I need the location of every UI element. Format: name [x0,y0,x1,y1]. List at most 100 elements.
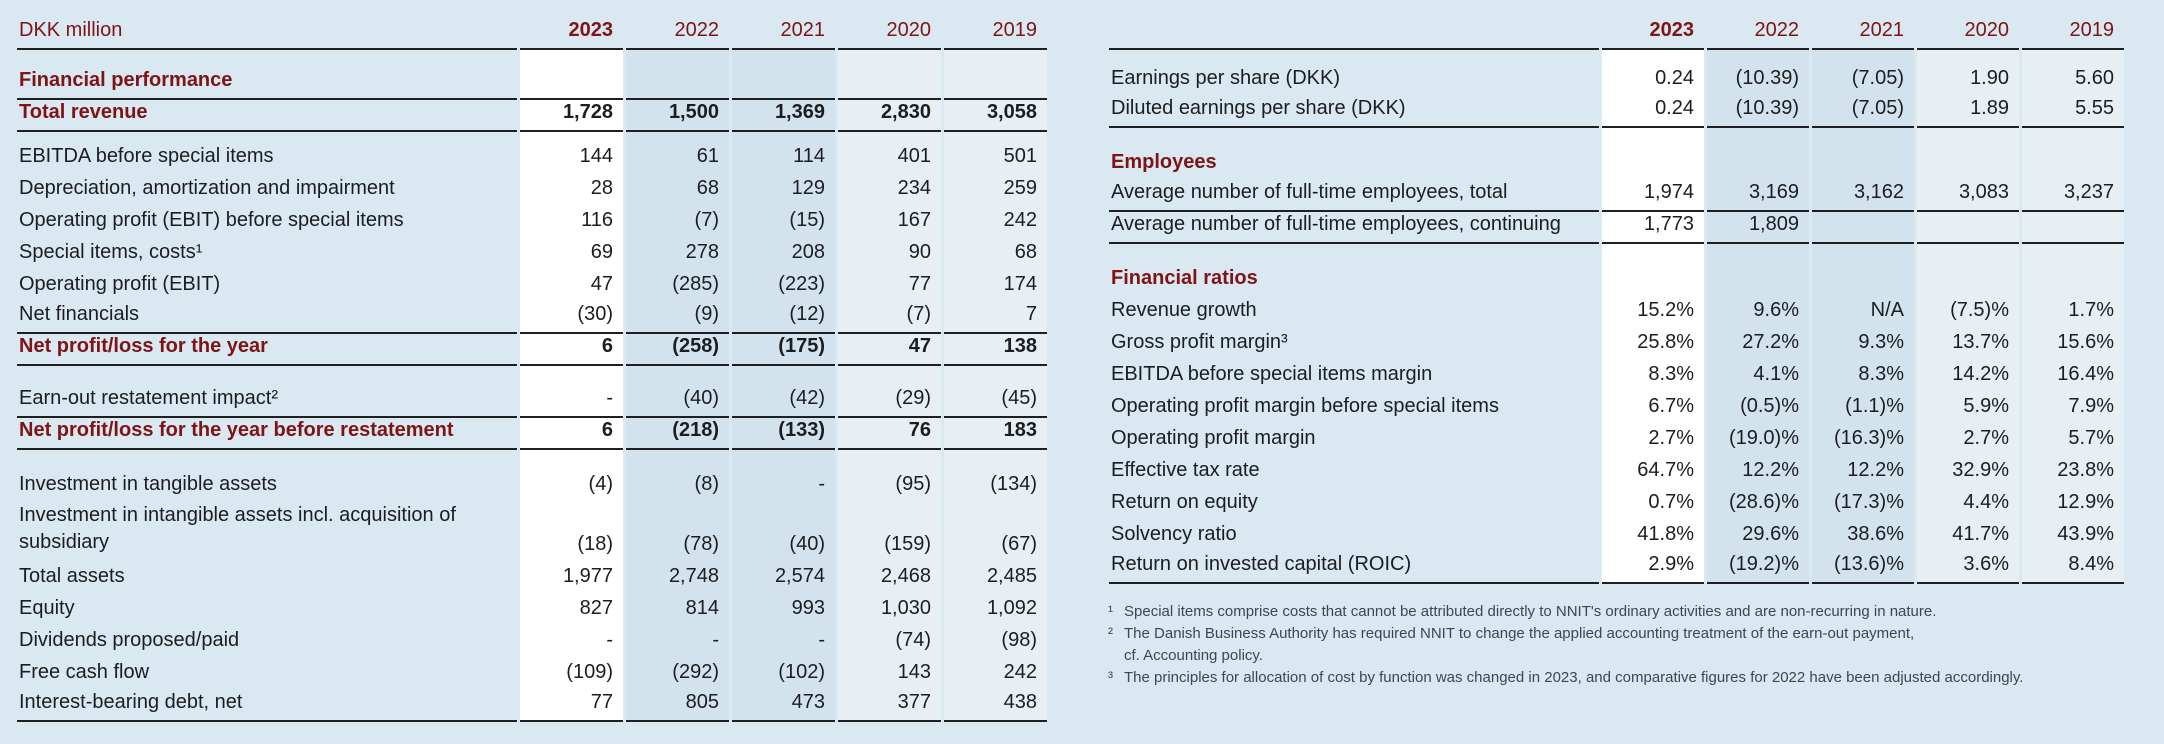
spacer-row [17,366,1047,386]
year-header-2019: 2019 [2022,2,2124,50]
table-row: EBITDA before special items margin 8.3% 4.… [1109,360,2124,392]
value-cell: 167 [838,206,941,238]
table-row: Solvency ratio 41.8% 29.6% 38.6% 41.7% 43.9% [1109,520,2124,552]
value-cell [2022,128,2124,148]
value-cell: 38.6% [1812,520,1914,552]
value-cell: (19.2)% [1707,552,1809,584]
value-cell: 1,773 [1602,212,1704,244]
value-cell: 41.8% [1602,520,1704,552]
year-header-2021: 2021 [1812,2,1914,50]
year-header-2023: 2023 [520,2,623,50]
table-row: EBITDA before special items 144 61 114 401 50… [17,142,1047,174]
value-cell: 208 [732,238,835,270]
footnote-text-line2: cf. Accounting policy. [1124,647,1263,664]
row-label [1109,128,1599,148]
value-cell: 41.7% [1917,520,2019,552]
table-row: Dividends proposed/paid - - - (74) (98) [17,626,1047,658]
value-cell [1602,128,1704,148]
value-cell: (10.39) [1707,64,1809,96]
value-cell [626,366,729,386]
value-cell: (175) [732,334,835,366]
table-row: Revenue growth 15.2% 9.6% N/A (7.5)% 1.7% [1109,296,2124,328]
value-cell: (30) [520,302,623,334]
value-cell [838,64,941,100]
value-cell: 242 [944,658,1047,690]
year-header-2020: 2020 [838,2,941,50]
value-cell: 401 [838,142,941,174]
table-row: Net profit/loss for the year before rest… [17,418,1047,450]
value-cell: (9) [626,302,729,334]
value-cell [838,50,941,64]
value-cell [1707,148,1809,180]
value-cell: 12.2% [1707,456,1809,488]
value-cell: (218) [626,418,729,450]
value-cell [1707,244,1809,264]
value-cell: 9.6% [1707,296,1809,328]
footnote-text: The principles for allocation of cost by… [1124,669,2024,686]
row-label: Revenue growth [1111,299,1257,321]
value-cell [1707,128,1809,148]
value-cell: 3,162 [1812,180,1914,212]
value-cell: 1,809 [1707,212,1809,244]
row-label: Average number of full-time employees, t… [1109,180,1599,212]
table-row: Effective tax rate 64.7% 12.2% 12.2% 32.9% 23… [1109,456,2124,488]
row-label: Operating profit margin [1111,427,1316,449]
value-cell: 23.8% [2022,456,2124,488]
section-row: Financial ratios [1109,264,2124,296]
value-cell: (18) [520,502,623,562]
row-label: Equity [19,597,75,619]
value-cell: - [732,470,835,502]
unit-label: DKK million [17,2,517,50]
section-title: Employees [1111,151,1217,173]
row-label [1109,50,1599,64]
unit-label [1109,2,1599,50]
value-cell: (134) [944,470,1047,502]
footnote-text: The Danish Business Authority has requir… [1124,623,2123,667]
value-cell: (78) [626,502,729,562]
spacer-row [17,132,1047,142]
value-cell [2022,212,2124,244]
value-cell: (7) [626,206,729,238]
right-column: 2023 2022 2021 2020 2019 Earnings per sh… [1106,2,2127,689]
value-cell: 4.4% [1917,488,2019,520]
value-cell: (29) [838,386,941,418]
footnote-2: ² The Danish Business Authority has requ… [1108,623,2123,667]
value-cell: 47 [520,270,623,302]
value-cell: (13.6)% [1812,552,1914,584]
value-cell [1602,148,1704,180]
value-cell: 377 [838,690,941,722]
value-cell: 4.1% [1707,360,1809,392]
row-label: Free cash flow [19,661,150,683]
row-label: Total assets [19,565,125,587]
value-cell: 25.8% [1602,328,1704,360]
value-cell: 0.24 [1602,96,1704,128]
footnote-text: Special items comprise costs that cannot… [1124,603,1937,620]
value-cell [1917,148,2019,180]
table-row: Diluted earnings per share (DKK) 0.24 (10.… [1109,96,2124,128]
value-cell: 47 [838,334,941,366]
spacer-row [1109,128,2124,148]
row-label: Solvency ratio [1111,523,1237,545]
value-cell: 3,237 [2022,180,2124,212]
table-row: Equity 827 814 993 1,030 1,092 [17,594,1047,626]
value-cell: 1.90 [1917,64,2019,96]
row-label: Total revenue [17,100,517,132]
value-cell [838,366,941,386]
value-cell: 29.6% [1707,520,1809,552]
row-label: Effective tax rate [1111,459,1260,481]
value-cell: 501 [944,142,1047,174]
value-cell: (17.3)% [1812,488,1914,520]
spacer-row [17,50,1047,64]
value-cell: 64.7% [1602,456,1704,488]
value-cell: (109) [520,658,623,690]
footnote-marker: ¹ [1108,603,1113,620]
value-cell: 15.2% [1602,296,1704,328]
value-cell: 69 [520,238,623,270]
value-cell: (1.1)% [1812,392,1914,424]
value-cell: (7.05) [1812,96,1914,128]
financial-performance-table: DKK million 2023 2022 2021 2020 2019 Fin… [14,2,1050,722]
row-label: Special items, costs¹ [19,241,203,263]
table-row: Earnings per share (DKK) 0.24 (10.39) (7.05… [1109,64,2124,96]
row-label [17,50,517,64]
value-cell: (42) [732,386,835,418]
